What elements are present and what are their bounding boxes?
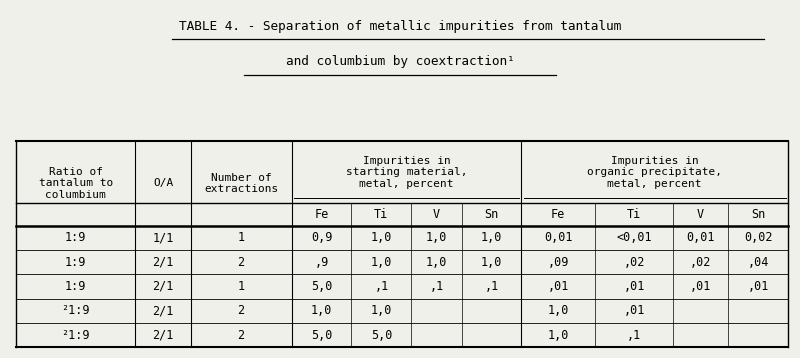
- Text: 2: 2: [238, 256, 245, 268]
- Text: ,02: ,02: [690, 256, 711, 268]
- Text: 1,0: 1,0: [370, 304, 392, 317]
- Text: ,04: ,04: [747, 256, 769, 268]
- Text: Number of
extractions: Number of extractions: [204, 173, 278, 194]
- Text: 1: 1: [238, 280, 245, 293]
- Text: Fe: Fe: [314, 208, 329, 221]
- Text: 2: 2: [238, 329, 245, 342]
- Text: 0,01: 0,01: [686, 231, 715, 244]
- Text: 5,0: 5,0: [370, 329, 392, 342]
- Text: ,01: ,01: [623, 304, 645, 317]
- Text: 1,0: 1,0: [311, 304, 332, 317]
- Text: 2/1: 2/1: [152, 304, 174, 317]
- Text: ,01: ,01: [623, 280, 645, 293]
- Text: TABLE 4. - Separation of metallic impurities from tantalum: TABLE 4. - Separation of metallic impuri…: [179, 20, 621, 33]
- Text: ,1: ,1: [627, 329, 641, 342]
- Text: 2/1: 2/1: [152, 280, 174, 293]
- Text: Impurities in
starting material,
metal, percent: Impurities in starting material, metal, …: [346, 156, 467, 189]
- Text: <0,01: <0,01: [616, 231, 652, 244]
- Text: 1,0: 1,0: [426, 231, 447, 244]
- Text: ,01: ,01: [690, 280, 711, 293]
- Text: ,02: ,02: [623, 256, 645, 268]
- Text: 1:9: 1:9: [65, 280, 86, 293]
- Text: Impurities in
organic precipitate,
metal, percent: Impurities in organic precipitate, metal…: [587, 156, 722, 189]
- Text: 1,0: 1,0: [547, 304, 569, 317]
- Text: and columbium by coextraction¹: and columbium by coextraction¹: [286, 55, 514, 68]
- Text: V: V: [433, 208, 440, 221]
- Text: 0,9: 0,9: [311, 231, 332, 244]
- Text: 2: 2: [238, 304, 245, 317]
- Text: 1,0: 1,0: [481, 256, 502, 268]
- Text: 1,0: 1,0: [547, 329, 569, 342]
- Text: 2/1: 2/1: [152, 329, 174, 342]
- Text: ,01: ,01: [747, 280, 769, 293]
- Text: ,1: ,1: [485, 280, 498, 293]
- Text: ,9: ,9: [314, 256, 329, 268]
- Text: ,09: ,09: [547, 256, 569, 268]
- Text: V: V: [697, 208, 704, 221]
- Text: Sn: Sn: [485, 208, 498, 221]
- Text: 5,0: 5,0: [311, 280, 332, 293]
- Text: 1,0: 1,0: [370, 256, 392, 268]
- Text: 1,0: 1,0: [426, 256, 447, 268]
- Text: Fe: Fe: [551, 208, 566, 221]
- Text: 1: 1: [238, 231, 245, 244]
- Text: 0,01: 0,01: [544, 231, 573, 244]
- Text: 2/1: 2/1: [152, 256, 174, 268]
- Text: 1:9: 1:9: [65, 256, 86, 268]
- Text: 1,0: 1,0: [370, 231, 392, 244]
- Text: ,01: ,01: [547, 280, 569, 293]
- Text: Sn: Sn: [751, 208, 766, 221]
- Text: 1,0: 1,0: [481, 231, 502, 244]
- Text: ²1:9: ²1:9: [62, 304, 90, 317]
- Text: 1:9: 1:9: [65, 231, 86, 244]
- Text: Ti: Ti: [374, 208, 389, 221]
- Text: ,1: ,1: [430, 280, 443, 293]
- Text: O/A: O/A: [153, 179, 173, 188]
- Text: 5,0: 5,0: [311, 329, 332, 342]
- Text: 0,02: 0,02: [744, 231, 772, 244]
- Text: Ti: Ti: [627, 208, 641, 221]
- Text: ²1:9: ²1:9: [62, 329, 90, 342]
- Text: ,1: ,1: [374, 280, 389, 293]
- Text: Ratio of
tantalum to
columbium: Ratio of tantalum to columbium: [38, 167, 113, 200]
- Text: 1/1: 1/1: [152, 231, 174, 244]
